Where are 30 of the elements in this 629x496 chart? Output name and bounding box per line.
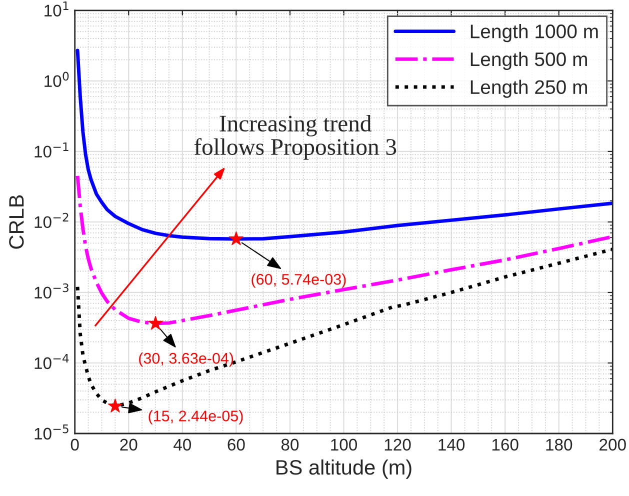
legend-label: Length 1000 m [470, 24, 598, 42]
point [228, 231, 244, 246]
y-tick-label: 10$^{−2}$ [34, 212, 68, 228]
x-tick-label: 160 [492, 438, 518, 451]
point [108, 398, 122, 412]
x-tick-label: 100 [331, 438, 357, 451]
legend-label: Length 500 m [470, 52, 587, 70]
x-tick-label: 20 [120, 438, 138, 451]
annotation: (60, 5.74e-03) [252, 274, 346, 288]
x-tick-label: 0 [70, 438, 79, 451]
annotation: Increasing trend follows Proposition 3 [194, 114, 396, 160]
x-tick-label: 200 [600, 438, 626, 451]
x-axis-title: BS altitude (m) [276, 459, 412, 479]
x-tick-label: 120 [384, 438, 411, 451]
annotation: (15, 2.44e-05) [148, 410, 243, 424]
x-tick-label: 40 [174, 438, 192, 451]
y-tick-label: 10$^{0}$ [44, 72, 69, 88]
y-tick-label: 10$^{−5}$ [34, 424, 68, 440]
x-tick-label: 180 [546, 438, 572, 451]
y-tick-label: 10$^{−4}$ [34, 354, 69, 370]
x-tick-label: 60 [228, 438, 245, 451]
y-axis-title: CRLB [9, 195, 24, 249]
y-tick-label: 10$^{−3}$ [34, 283, 68, 299]
x-tick-label: 140 [438, 438, 465, 451]
point [148, 316, 163, 330]
y-tick-label: 10$^{1}$ [44, 1, 68, 17]
x-tick-label: 80 [281, 438, 299, 451]
y-tick-label: 10$^{−1}$ [34, 142, 68, 158]
annotation: (30, 3.63e-04) [139, 352, 234, 367]
legend-label: Length 250 m [470, 80, 587, 98]
